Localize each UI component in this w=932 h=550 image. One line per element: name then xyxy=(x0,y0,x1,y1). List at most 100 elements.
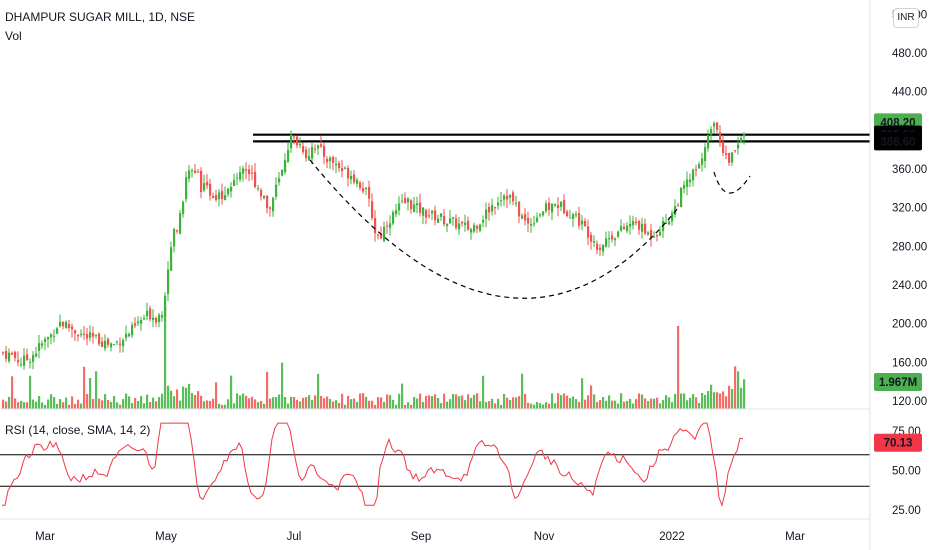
rsi-badge-text: 70.13 xyxy=(884,438,913,450)
candle-body xyxy=(677,204,680,206)
candle-body xyxy=(350,175,353,180)
rsi-line xyxy=(2,422,744,507)
candle-body xyxy=(731,152,734,163)
candle-body xyxy=(77,334,80,337)
volume-bar xyxy=(29,375,32,409)
volume-bar xyxy=(572,396,575,409)
volume-bar xyxy=(713,392,716,409)
candle-body xyxy=(161,315,164,318)
volume-bar xyxy=(647,401,650,409)
volume-label: Vol xyxy=(5,29,22,43)
volume-bar xyxy=(104,394,107,409)
candle-body xyxy=(425,210,428,218)
candle-body xyxy=(71,326,74,330)
volume-bar xyxy=(365,396,368,409)
volume-bar xyxy=(173,396,176,409)
candle-body xyxy=(74,330,77,334)
candle-body xyxy=(134,323,137,326)
volume-bar xyxy=(695,397,698,409)
candle-body xyxy=(299,144,302,146)
candle-body xyxy=(143,317,146,320)
candle-body xyxy=(533,223,536,225)
candle-body xyxy=(599,247,602,250)
volume-bar xyxy=(395,404,398,409)
candle-body xyxy=(353,174,356,183)
volume-bar xyxy=(569,398,572,409)
volume-bar xyxy=(638,393,641,409)
volume-bar xyxy=(317,373,320,409)
candle-body xyxy=(272,197,275,212)
candle-body xyxy=(281,169,284,176)
volume-bar xyxy=(644,398,647,409)
candle-body xyxy=(680,187,683,207)
volume-bar xyxy=(656,397,659,409)
candle-body xyxy=(728,153,731,163)
candle-body xyxy=(191,170,194,172)
candle-body xyxy=(395,210,398,215)
volume-bar xyxy=(356,401,359,409)
volume-bar xyxy=(281,362,284,409)
volume-bar xyxy=(188,383,191,409)
volume-bar xyxy=(521,373,524,409)
volume-bar xyxy=(665,395,668,409)
candle-body xyxy=(608,238,611,240)
candle-body xyxy=(224,195,227,201)
price-tick-label: 360.00 xyxy=(892,164,927,176)
volume-bar xyxy=(320,395,323,409)
candle-body xyxy=(518,201,521,217)
candle-body xyxy=(404,198,407,204)
currency-button[interactable]: INR xyxy=(893,8,919,28)
volume-bar xyxy=(5,401,8,409)
volume-bar xyxy=(683,393,686,409)
candle-body xyxy=(290,134,293,149)
candle-body xyxy=(326,158,329,163)
time-tick-label: Mar xyxy=(35,531,55,543)
volume-bar xyxy=(605,400,608,409)
candle-body xyxy=(35,353,38,357)
price-tick-label: 280.00 xyxy=(892,241,927,253)
handle-dashed-curve xyxy=(713,171,751,194)
volume-bar xyxy=(350,399,353,409)
candle-body xyxy=(263,195,266,199)
volume-bar xyxy=(212,398,215,409)
candle-body xyxy=(641,223,644,232)
volume-bar xyxy=(476,393,479,409)
candle-body xyxy=(173,229,176,247)
volume-bar xyxy=(335,400,338,409)
volume-bar xyxy=(59,399,62,409)
volume-bar xyxy=(524,393,527,409)
candle-body xyxy=(194,170,197,173)
candle-body xyxy=(716,122,719,130)
candle-body xyxy=(524,213,527,221)
volume-bar xyxy=(140,396,143,409)
candle-body xyxy=(563,200,566,214)
volume-bar xyxy=(191,393,194,409)
candle-body xyxy=(548,202,551,211)
candle-body xyxy=(476,225,479,229)
candle-body xyxy=(710,129,713,135)
volume-bar xyxy=(407,402,410,409)
volume-bar xyxy=(671,402,674,409)
volume-bar xyxy=(14,398,17,409)
candle-body xyxy=(632,220,635,226)
volume-bar xyxy=(413,396,416,409)
volume-bar xyxy=(11,376,14,409)
candle-body xyxy=(38,343,41,351)
candle-body xyxy=(491,205,494,212)
candle-body xyxy=(575,214,578,216)
volume-bar xyxy=(536,401,539,409)
volume-bar xyxy=(215,382,218,409)
candle-body xyxy=(503,195,506,200)
volume-bar xyxy=(134,397,137,409)
volume-bar xyxy=(176,389,179,409)
candle-body xyxy=(323,145,326,157)
volume-bar xyxy=(563,393,566,409)
candle-body xyxy=(179,213,182,234)
candle-body xyxy=(320,144,323,147)
volume-bar xyxy=(56,404,59,409)
volume-bar xyxy=(680,393,683,409)
volume-bar xyxy=(146,394,149,409)
candle-body xyxy=(104,340,107,349)
candle-body xyxy=(659,231,662,236)
volume-bar xyxy=(383,401,386,409)
